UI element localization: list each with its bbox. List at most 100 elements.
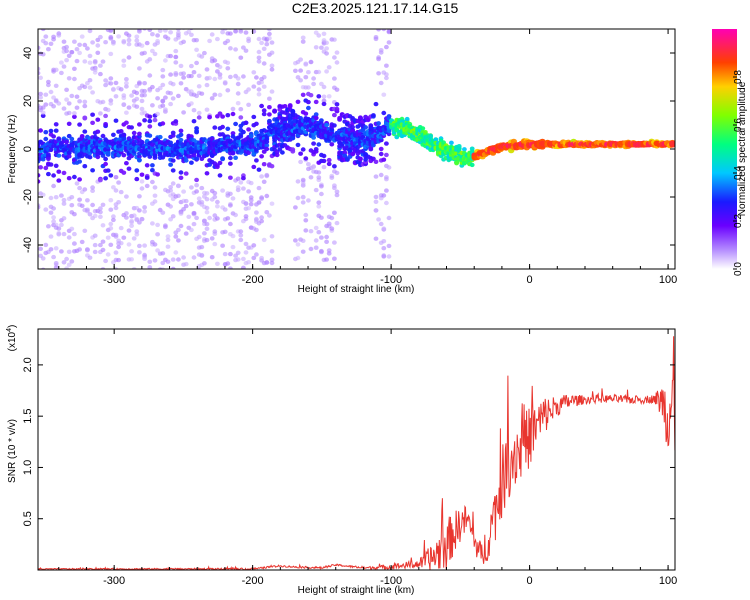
- spectrogram-cell: [303, 75, 309, 80]
- spectrogram-cell: [303, 218, 309, 223]
- chart-title: C2E3.2025.121.17.14.G15: [291, 0, 459, 16]
- snr-xtick-label: 100: [659, 575, 677, 587]
- spectrogram-cell: [126, 42, 132, 47]
- spectrogram-cell: [127, 20, 132, 24]
- spectrogram-cell: [269, 89, 275, 94]
- spectrogram-cell: [116, 257, 121, 263]
- spectrogram-cell: [181, 207, 187, 212]
- spectrogram-cell: [165, 234, 171, 239]
- spectrogram-cell: [259, 255, 264, 261]
- spectrogram-cell: [259, 80, 264, 85]
- spectrogram-cell: [311, 164, 316, 170]
- spectrogram-cell: [155, 38, 161, 44]
- spectrogram-cell: [217, 111, 223, 116]
- spectrogram-cell: [126, 33, 132, 38]
- spectrogram-x-axis: -300 -200 -100 0 100: [58, 29, 677, 286]
- spectrogram-cell: [319, 215, 324, 220]
- spectrogram-cell: [238, 134, 244, 139]
- spectrogram-cell: [106, 20, 111, 24]
- spectrogram-cell: [98, 34, 103, 40]
- spectrogram-cell: [100, 99, 106, 105]
- spectrogram-cell: [295, 142, 301, 148]
- spectrogram-cell: [66, 235, 72, 240]
- spectrogram-cell: [178, 128, 184, 133]
- spectrogram-cell: [134, 104, 140, 109]
- spectrogram-cell: [87, 155, 93, 160]
- spectrogram-cell: [204, 191, 210, 196]
- spectrogram-cell: [194, 128, 200, 134]
- spectrogram-cell: [313, 187, 319, 193]
- spectrogram-cell: [316, 94, 322, 99]
- spectrogram-cell: [384, 63, 389, 68]
- spectrogram-cell: [129, 93, 135, 98]
- spectrogram-cell: [121, 170, 127, 175]
- spectrogram-cell: [194, 189, 200, 194]
- spectrogram-cell: [202, 219, 207, 224]
- spectrogram-cell: [256, 49, 262, 55]
- spectrogram-cell: [384, 44, 389, 50]
- spectrogram-cell: [228, 31, 233, 36]
- spectrogram-cell: [181, 255, 187, 260]
- spectrogram-cell: [319, 45, 324, 50]
- spectrogram-cell: [373, 199, 379, 204]
- spectrogram-cell: [111, 41, 116, 46]
- spectrogram-cell: [298, 159, 303, 165]
- spectrogram-cell: [373, 159, 379, 164]
- spectrogram-ytick-label: 40: [22, 47, 34, 59]
- spectrogram-cell: [264, 146, 270, 152]
- spectrogram-cell: [82, 84, 88, 90]
- spectrogram-cell: [87, 212, 93, 217]
- spectrogram-cell: [72, 241, 77, 246]
- spectrogram-cell: [248, 180, 254, 186]
- spectrogram-cell: [74, 181, 80, 186]
- spectrogram-cell: [134, 229, 140, 234]
- spectrogram-cell: [191, 108, 197, 113]
- spectrogram-cell: [90, 112, 95, 117]
- spectrogram-cell: [100, 239, 106, 244]
- spectrogram-cell: [238, 229, 244, 234]
- spectrogram-cell: [254, 252, 259, 257]
- spectrogram-cell: [79, 203, 85, 208]
- spectrogram-cell: [61, 201, 67, 206]
- spectrogram-cell: [189, 160, 194, 165]
- spectrogram-cell: [254, 158, 259, 163]
- spectrogram-cell: [309, 0, 314, 4]
- spectrogram-cell: [381, 18, 386, 22]
- spectrogram-cell: [222, 207, 228, 212]
- spectrogram-cell: [378, 146, 384, 152]
- spectrogram-cell: [85, 46, 90, 51]
- spectrogram-cell: [251, 29, 257, 34]
- spectrogram-cell: [77, 159, 82, 164]
- spectrogram-cell: [181, 75, 187, 80]
- spectrogram-cell: [178, 175, 184, 180]
- spectrogram-cell: [144, 40, 150, 46]
- spectrogram-cell: [51, 183, 56, 189]
- spectrogram-cell: [140, 273, 145, 277]
- spectrogram-cell: [194, 18, 199, 22]
- spectrogram-cell: [329, 215, 335, 221]
- spectrogram-cell: [241, 74, 246, 79]
- spectrogram-cell: [306, 0, 311, 4]
- spectrogram-cell: [82, 187, 88, 192]
- spectrogram-cell: [386, 29, 392, 35]
- spectrogram-cell: [212, 92, 218, 97]
- spectrogram-cell: [308, 93, 314, 98]
- spectrogram-cell: [183, 198, 189, 204]
- spectrogram-cell: [176, 29, 181, 32]
- spectrogram-cell: [147, 73, 153, 78]
- spectrogram-cell: [228, 221, 233, 227]
- spectrogram-cell: [212, 125, 218, 130]
- spectrogram-cell: [324, 122, 329, 128]
- spectrogram-cell: [108, 101, 114, 106]
- spectrogram-cell: [87, 29, 93, 31]
- spectrogram-cell: [137, 194, 142, 199]
- spectrogram-cell: [334, 189, 340, 194]
- spectrogram-cell: [228, 175, 233, 180]
- spectrogram-cell: [134, 38, 140, 43]
- spectrogram-cell: [249, 16, 254, 20]
- spectrogram-cell: [92, 249, 98, 255]
- spectrogram-cell: [296, 23, 301, 27]
- spectrogram-cell: [142, 81, 148, 86]
- spectrogram-cell: [374, 4, 379, 8]
- spectrogram-cell: [72, 231, 77, 237]
